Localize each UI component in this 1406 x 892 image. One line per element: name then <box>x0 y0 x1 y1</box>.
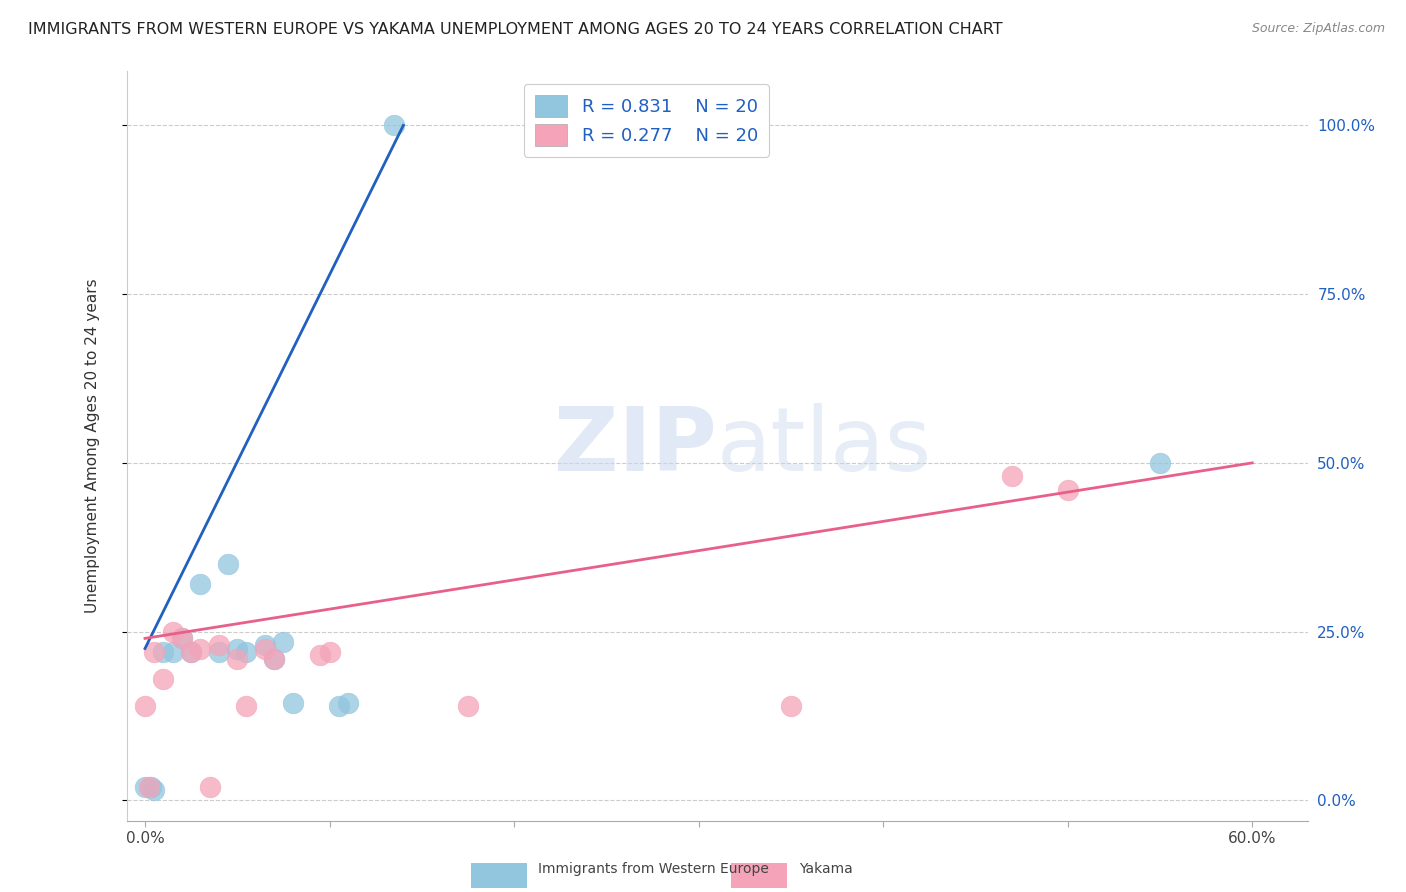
Point <box>134 780 156 794</box>
Point <box>318 645 340 659</box>
Text: Source: ZipAtlas.com: Source: ZipAtlas.com <box>1251 22 1385 36</box>
Point <box>328 698 350 713</box>
Point <box>337 696 360 710</box>
Point <box>152 672 174 686</box>
Point <box>138 780 160 794</box>
Point <box>208 638 231 652</box>
Legend: R = 0.831    N = 20, R = 0.277    N = 20: R = 0.831 N = 20, R = 0.277 N = 20 <box>524 84 769 157</box>
Text: Yakama: Yakama <box>799 862 852 876</box>
Point <box>226 641 249 656</box>
Point <box>780 698 803 713</box>
Point <box>1056 483 1078 497</box>
Point <box>382 119 405 133</box>
Point <box>1149 456 1171 470</box>
Point <box>170 632 193 646</box>
Point <box>143 645 166 659</box>
Text: atlas: atlas <box>717 402 932 490</box>
Point <box>188 577 212 591</box>
Point <box>162 645 184 659</box>
Point <box>253 638 276 652</box>
Point <box>309 648 332 663</box>
Point <box>198 780 221 794</box>
Point <box>273 634 295 648</box>
Point <box>281 696 304 710</box>
Point <box>152 645 174 659</box>
Point <box>134 698 156 713</box>
Point <box>170 632 193 646</box>
Point <box>457 698 479 713</box>
Point <box>188 641 212 656</box>
Text: IMMIGRANTS FROM WESTERN EUROPE VS YAKAMA UNEMPLOYMENT AMONG AGES 20 TO 24 YEARS : IMMIGRANTS FROM WESTERN EUROPE VS YAKAMA… <box>28 22 1002 37</box>
Point <box>208 645 231 659</box>
Point <box>1001 469 1024 483</box>
Point <box>143 783 166 797</box>
Point <box>226 651 249 665</box>
Point <box>139 780 162 794</box>
Point <box>180 645 202 659</box>
Y-axis label: Unemployment Among Ages 20 to 24 years: Unemployment Among Ages 20 to 24 years <box>86 278 100 614</box>
Point <box>263 651 285 665</box>
Text: ZIP: ZIP <box>554 402 717 490</box>
Point <box>253 641 276 656</box>
Point <box>235 698 257 713</box>
Point <box>263 651 285 665</box>
Point <box>217 557 239 571</box>
Point <box>235 645 257 659</box>
Text: Immigrants from Western Europe: Immigrants from Western Europe <box>538 862 769 876</box>
Point <box>180 645 202 659</box>
Point <box>162 624 184 639</box>
